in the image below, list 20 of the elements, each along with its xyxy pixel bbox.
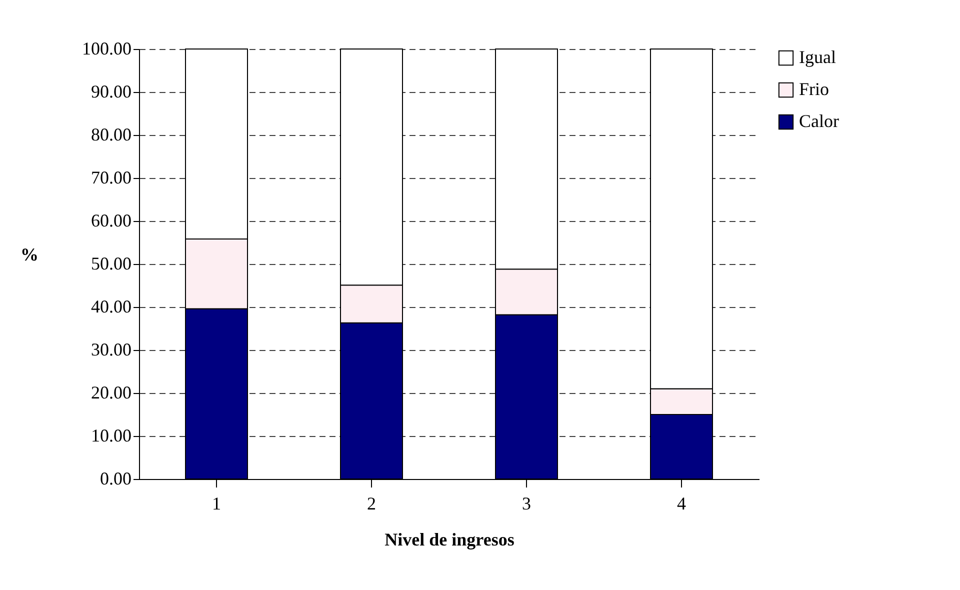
legend-label: Calor [799,111,839,131]
y-tick-label: 50.00 [91,254,132,274]
y-tick-label: 30.00 [91,340,132,360]
x-tick-label: 3 [522,494,531,514]
y-tick-label: 80.00 [91,124,132,144]
y-tick-label: 90.00 [91,82,132,102]
y-tick-label: 60.00 [91,210,132,230]
x-tick-label: 2 [367,494,376,514]
x-tick-label: 4 [677,494,686,514]
legend-label: Igual [799,47,836,67]
y-tick-label: 0.00 [100,468,132,488]
x-axis-title: Nivel de ingresos [384,530,514,550]
y-tick-label: 70.00 [91,168,132,188]
y-axis-title: % [20,244,38,264]
x-tick-label: 1 [212,494,221,514]
legend-label: Frio [799,79,830,99]
y-tick-label: 100.00 [82,38,132,58]
y-tick-label: 40.00 [91,296,132,316]
y-tick-label: 20.00 [91,382,132,402]
y-tick-label: 10.00 [91,426,132,446]
